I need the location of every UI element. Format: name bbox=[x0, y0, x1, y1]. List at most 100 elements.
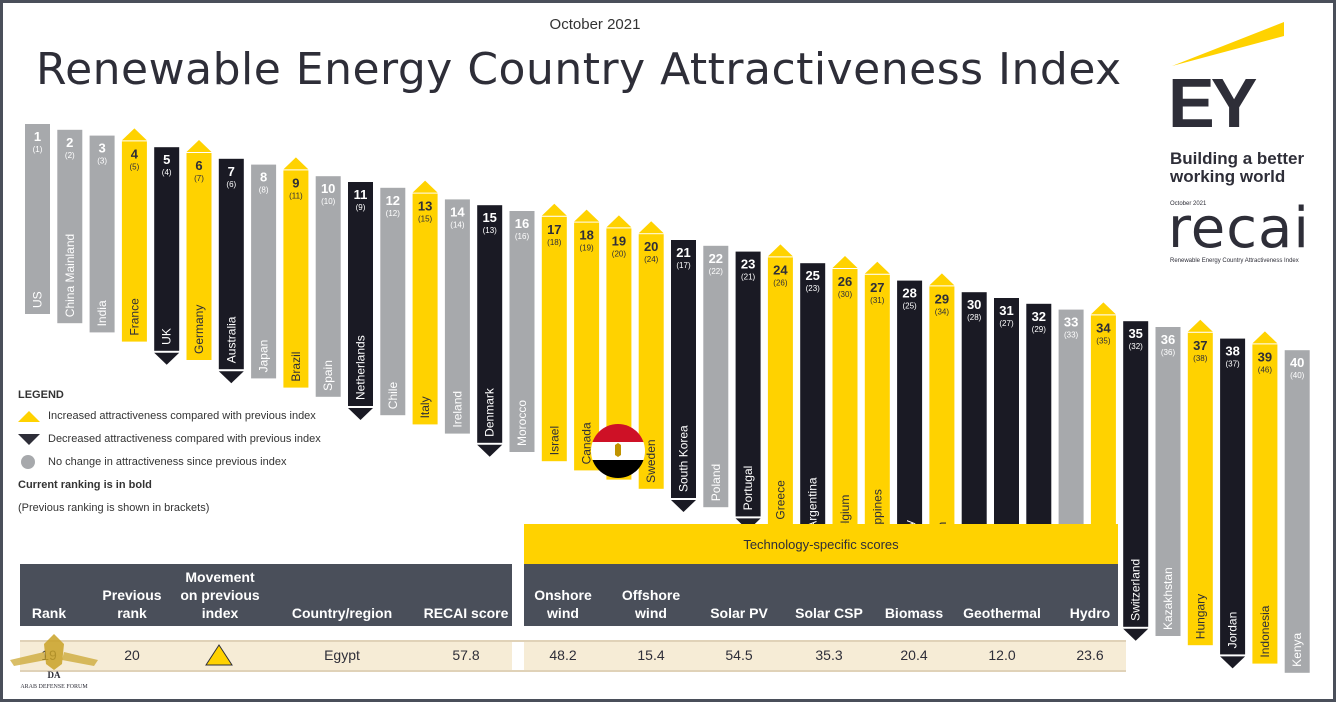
circle-icon bbox=[21, 454, 35, 469]
movement-up-icon bbox=[205, 644, 233, 666]
country-label: Japan bbox=[257, 340, 271, 373]
previous-rank-label: (6) bbox=[226, 180, 236, 189]
up-arrow-mark bbox=[283, 157, 309, 170]
header-movement-line3: index bbox=[201, 605, 239, 621]
ey-logo: EY bbox=[1168, 64, 1257, 142]
rank-label: 15 bbox=[482, 210, 496, 225]
previous-rank-label: (13) bbox=[483, 226, 498, 235]
ey-tagline: Building a better working world bbox=[1170, 150, 1330, 186]
header-movement-line2: on previous bbox=[180, 587, 260, 603]
rank-label: 14 bbox=[450, 204, 465, 219]
cell-offshore-wind: 15.4 bbox=[637, 647, 665, 663]
rank-label: 12 bbox=[386, 193, 400, 208]
bar bbox=[735, 251, 761, 517]
table-row: 19 20 Egypt 57.8 48.2 15.4 54.5 35.3 20.… bbox=[20, 640, 1126, 672]
recai-logo: recai bbox=[1168, 196, 1310, 261]
table-header-left: Rank Previous rank Movement on previous … bbox=[20, 564, 512, 626]
rank-label: 37 bbox=[1193, 338, 1207, 353]
down-arrow-mark bbox=[1220, 656, 1246, 669]
bar-group-kenya: 40(40) Kenya bbox=[1284, 350, 1310, 673]
recai-subtitle: Renewable Energy Country Attractiveness … bbox=[1170, 258, 1299, 264]
bar-group-portugal: 23(21) Portugal bbox=[735, 251, 761, 531]
bar bbox=[57, 129, 83, 324]
cell-onshore-wind: 48.2 bbox=[549, 647, 577, 663]
rank-label: 32 bbox=[1032, 309, 1046, 324]
up-arrow-mark bbox=[606, 215, 632, 228]
previous-rank-label: (36) bbox=[1161, 348, 1176, 357]
previous-rank-label: (8) bbox=[259, 186, 269, 195]
previous-rank-label: (3) bbox=[97, 157, 107, 166]
bar bbox=[1187, 332, 1213, 646]
recai-date: October 2021 bbox=[1170, 201, 1207, 207]
down-arrow-mark bbox=[671, 500, 696, 512]
bar bbox=[218, 158, 244, 370]
bar bbox=[1155, 327, 1181, 636]
header-country: Country/region bbox=[291, 605, 393, 621]
country-label: UK bbox=[160, 328, 174, 345]
bar bbox=[283, 170, 309, 388]
up-arrow-mark bbox=[864, 261, 890, 274]
table-header-right: Onshore wind Offshore wind Solar PV Sola… bbox=[524, 564, 1118, 626]
rank-label: 22 bbox=[709, 251, 723, 266]
rank-label: 13 bbox=[418, 199, 432, 214]
rank-label: 33 bbox=[1064, 315, 1078, 330]
country-label: South Korea bbox=[677, 425, 691, 492]
legend-up-label: Increased attractiveness compared with p… bbox=[48, 409, 316, 422]
previous-rank-label: (9) bbox=[356, 203, 366, 212]
bar-group-brazil: 9(11) Brazil bbox=[283, 157, 309, 388]
bar-group-ireland: 14(14) Ireland bbox=[444, 199, 470, 434]
watermark-name: ARAB DEFENSE FORUM bbox=[20, 684, 88, 690]
previous-rank-label: (19) bbox=[579, 244, 594, 253]
cell-solar-pv: 54.5 bbox=[725, 647, 753, 663]
rank-label: 35 bbox=[1128, 326, 1142, 341]
country-label: Australia bbox=[224, 316, 238, 363]
cell-country: Egypt bbox=[324, 647, 360, 663]
bar bbox=[444, 199, 470, 434]
previous-rank-label: (33) bbox=[1064, 331, 1079, 340]
cell-solar-csp: 35.3 bbox=[815, 647, 843, 663]
bar-group-germany: 6(7) Germany bbox=[186, 140, 212, 360]
bar bbox=[703, 245, 729, 508]
rank-label: 27 bbox=[870, 280, 884, 295]
previous-rank-label: (22) bbox=[709, 267, 724, 276]
previous-rank-label: (11) bbox=[289, 191, 303, 200]
bar-group-belgium: 26(30)Belgium bbox=[832, 256, 858, 544]
bar-group-france: 4(5) France bbox=[121, 128, 147, 342]
country-label: Brazil bbox=[289, 352, 303, 382]
egypt-flag-icon bbox=[591, 424, 645, 478]
bar-group-canada: 18(19) Canada bbox=[574, 209, 600, 471]
country-label: Chile bbox=[386, 382, 400, 410]
rank-label: 30 bbox=[967, 297, 981, 312]
bar-group-denmark: 15(13) Denmark bbox=[477, 205, 503, 457]
bar-group-switzerland: 35(32) Switzerland bbox=[1123, 321, 1149, 641]
country-label: Ireland bbox=[450, 391, 464, 428]
rank-label: 36 bbox=[1161, 332, 1175, 347]
country-label: US bbox=[31, 291, 45, 308]
cell-geothermal: 12.0 bbox=[988, 647, 1016, 663]
legend-item-up: Increased attractiveness compared with p… bbox=[18, 404, 321, 427]
rank-label: 38 bbox=[1225, 344, 1239, 359]
previous-rank-label: (28) bbox=[967, 313, 982, 322]
bar bbox=[1284, 350, 1310, 673]
country-label: Israel bbox=[547, 426, 561, 455]
up-arrow-mark bbox=[1187, 319, 1213, 332]
bar-group-japan: 8(8) Japan bbox=[251, 164, 277, 379]
country-label: Hungary bbox=[1193, 594, 1207, 639]
arab-defense-forum-watermark: DA ARAB DEFENSE FORUM bbox=[10, 634, 98, 690]
rank-label: 28 bbox=[902, 286, 916, 301]
bar-group-us: 1(1) US bbox=[25, 124, 50, 314]
rank-label: 29 bbox=[935, 291, 949, 306]
country-label: Morocco bbox=[515, 400, 529, 446]
up-arrow-mark bbox=[929, 273, 955, 286]
bar bbox=[864, 274, 890, 554]
previous-rank-label: (46) bbox=[1258, 365, 1273, 374]
previous-rank-label: (26) bbox=[773, 278, 788, 287]
down-arrow-mark bbox=[218, 371, 244, 384]
legend-none-label: No change in attractiveness since previo… bbox=[48, 455, 287, 468]
bar-group-chile: 12(12) Chile bbox=[380, 187, 406, 416]
previous-rank-label: (5) bbox=[130, 162, 140, 171]
bar-group-netherlands: 11(9) Netherlands bbox=[348, 182, 373, 420]
previous-rank-label: (18) bbox=[547, 238, 562, 247]
bar bbox=[412, 193, 438, 425]
bar-group-morocco: 16(16) Morocco bbox=[509, 211, 535, 452]
